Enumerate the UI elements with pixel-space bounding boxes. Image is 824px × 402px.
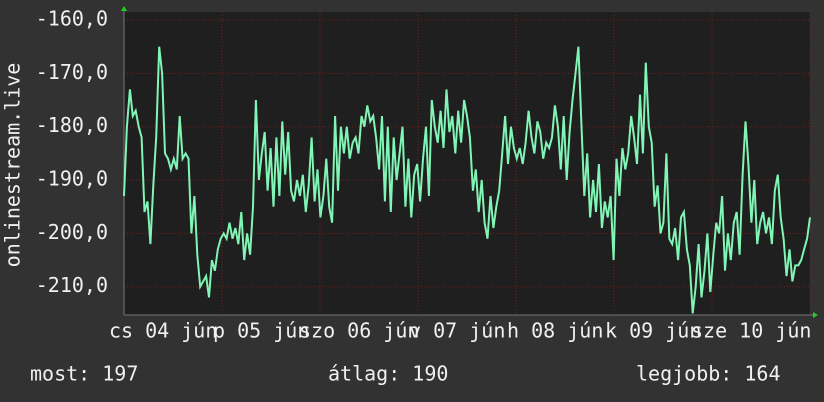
y-tick-label: -170,0 [36,60,108,84]
x-tick-label: cs 04 jún [109,319,217,343]
x-tick-label: v 07 jún [409,319,505,343]
x-tick-label: k 09 jún [605,319,701,343]
x-tick-label: szo 06 jún [299,319,419,343]
y-tick-label: -160,0 [36,7,108,31]
footer-most: most: 197 [30,362,138,386]
y-axis-arrow [121,6,127,11]
x-axis-arrow [813,312,818,318]
y-tick-label: -190,0 [36,167,108,191]
x-tick-label: h 08 jún [507,319,603,343]
y-tick-label: -180,0 [36,113,108,137]
x-tick-label: p 05 jún [213,319,309,343]
data-line [123,46,811,314]
y-tick-label: -200,0 [36,220,108,244]
y-axis-title: onlinestream.live [1,63,25,268]
footer-average: átlag: 190 [328,362,448,386]
y-tick-label: -210,0 [36,273,108,297]
footer-best: legjobb: 164 [636,362,781,386]
x-tick-label: sze 10 jún [691,319,811,343]
plot-area [124,12,810,315]
